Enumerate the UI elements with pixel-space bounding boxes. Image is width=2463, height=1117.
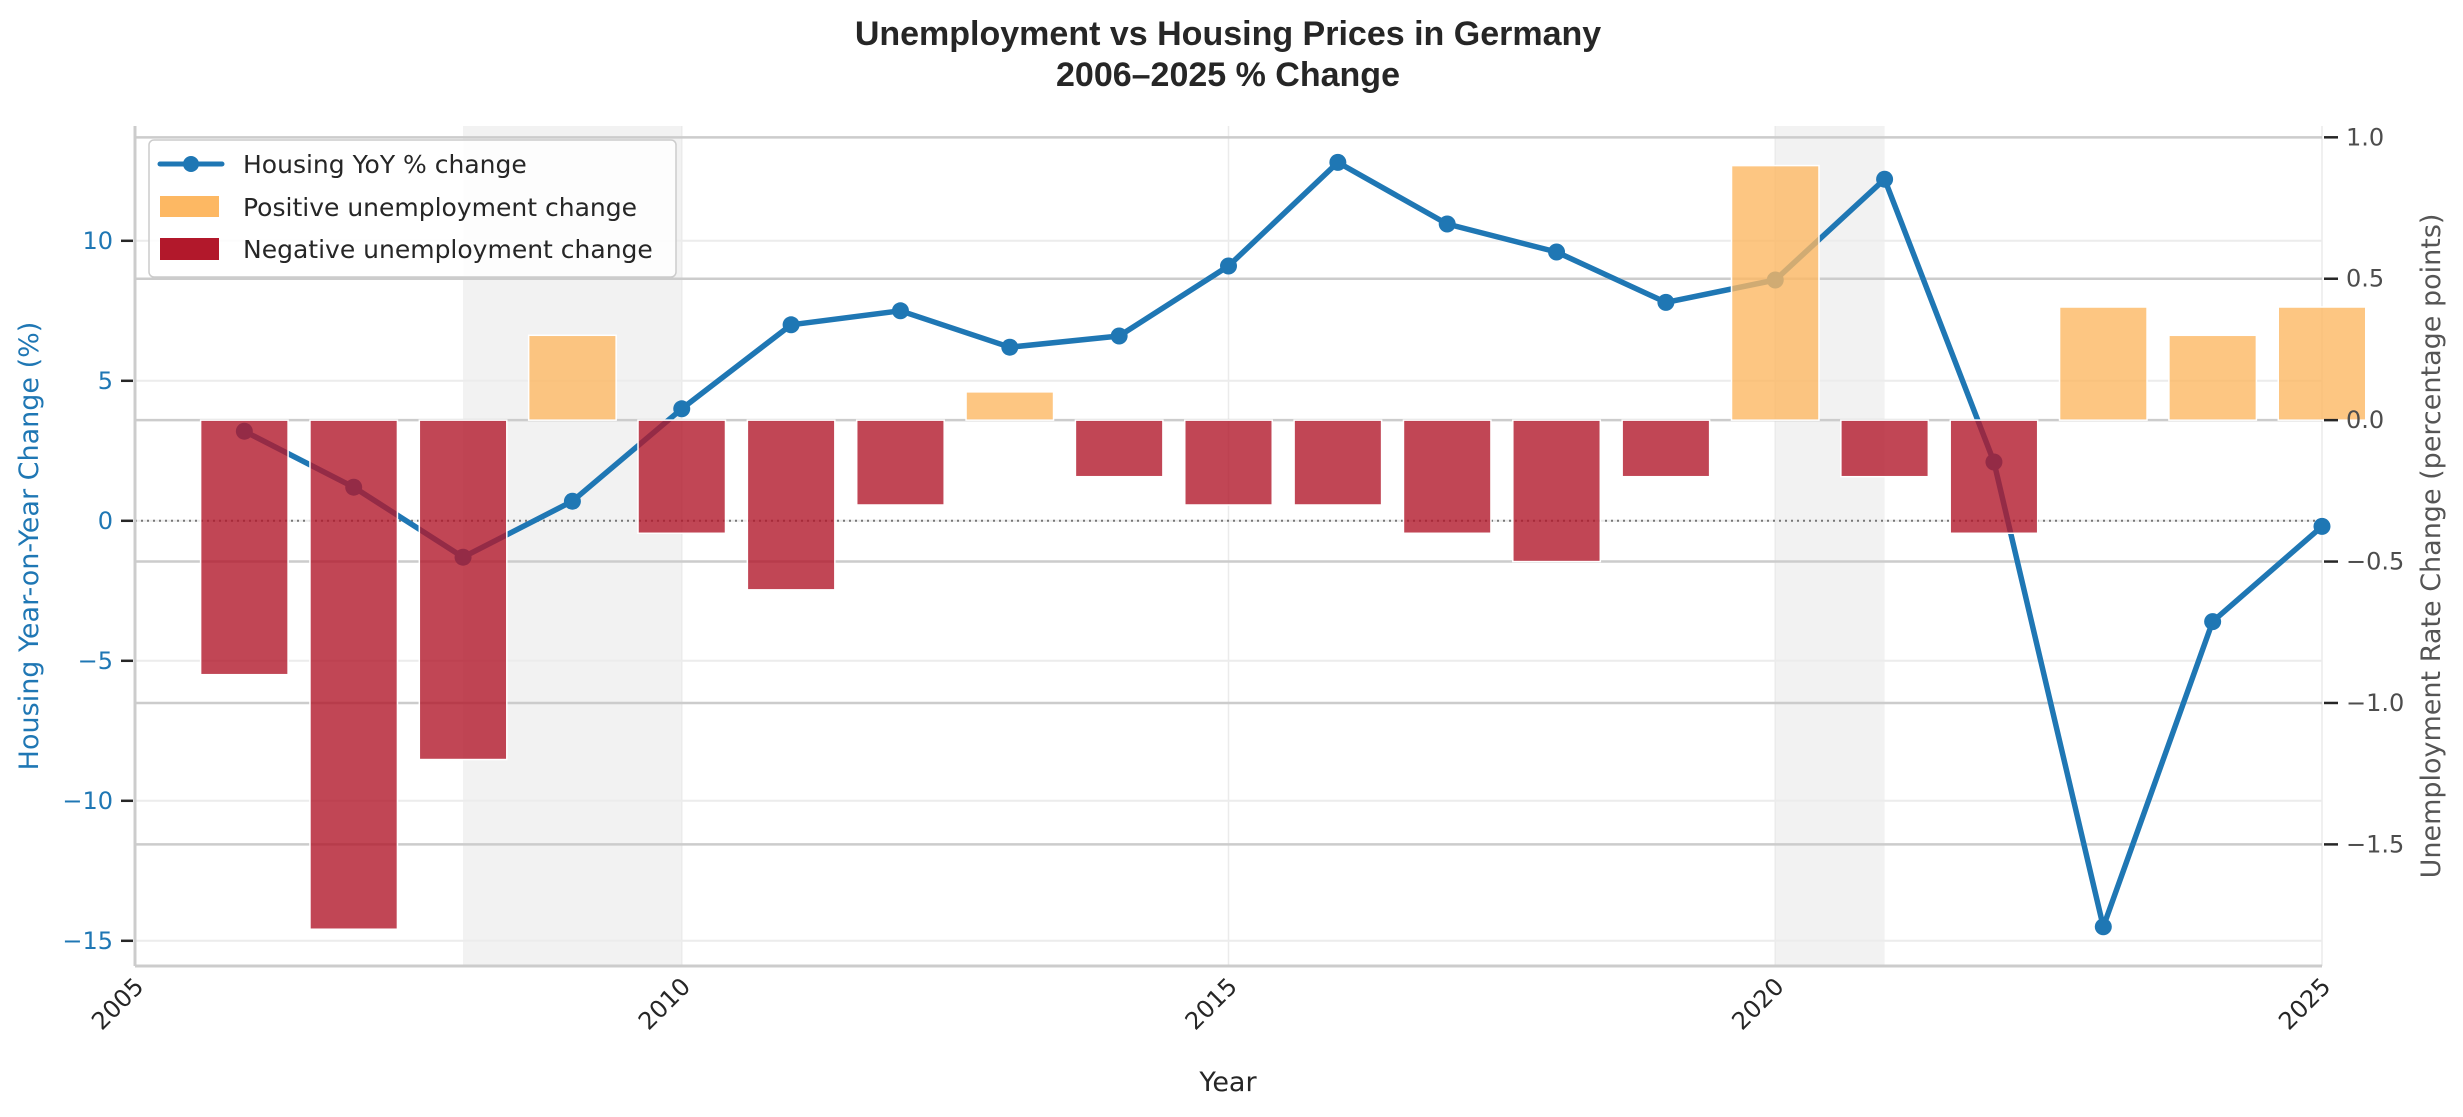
legend-item-negative: Negative unemployment change [160,235,653,264]
unemployment-bar-2006 [199,419,289,676]
unemployment-bar-2015 [1184,419,1273,506]
legend-marker-icon [183,156,199,172]
legend: Housing YoY % change Positive unemployme… [148,139,677,278]
chart-title-group: Unemployment vs Housing Prices in German… [855,15,1601,94]
legend-label-housing: Housing YoY % change [243,150,527,179]
unemployment-bar-2022 [1949,419,2039,535]
unemployment-bar-2013 [965,391,1055,421]
left-y-axis-ticks: 10 5 0 −5 −10 −15 [62,227,133,955]
housing-point-2017 [1438,215,1456,233]
chart-title: Unemployment vs Housing Prices in German… [855,15,1601,53]
right-tick-label: −1.0 [2346,689,2404,717]
legend-positive-swatch [160,196,219,217]
x-tick-label: 2005 [86,972,149,1035]
axes-spines [133,126,2322,968]
left-tick-label: −10 [62,787,113,815]
x-tick-label: 2020 [1727,972,1790,1035]
housing-point-2010 [673,400,691,418]
unemployment-bar-2011 [746,419,836,591]
housing-point-2019 [1657,293,1675,311]
unemployment-bar-2008 [418,419,508,761]
housing-line [243,159,2324,930]
housing-point-2014 [1110,327,1128,345]
x-axis-label: Year [1198,1067,1257,1098]
unemployment-bar-2019 [1621,419,1711,478]
right-tick-label: −0.5 [2346,548,2404,576]
housing-point-2016 [1329,153,1347,171]
legend-label-positive: Positive unemployment change [243,193,637,222]
unemployment-bar-2024 [2168,334,2258,421]
x-tick-label: 2010 [633,972,696,1035]
unemployment-bar-2012 [855,419,945,506]
legend-item-positive: Positive unemployment change [160,193,637,222]
housing-point-2011 [782,316,800,334]
housing-point-2009 [563,492,581,510]
right-tick-label: 0.5 [2346,265,2384,293]
unemployment-bar-2014 [1074,419,1164,478]
right-y-axis-ticks: 1.0 0.5 0.0 −0.5 −1.0 −1.5 [2324,123,2404,858]
left-tick-label: 5 [98,367,113,395]
legend-box [148,139,677,278]
unemployment-bars [199,164,2367,930]
unemployment-bar-2009 [527,334,617,421]
left-tick-label: −15 [62,927,113,955]
housing-point-2023 [2094,918,2112,936]
left-y-axis-label: Housing Year-on-Year Change (%) [14,322,45,771]
right-tick-label: 1.0 [2346,123,2384,151]
left-tick-label: 0 [98,507,113,535]
unemployment-bar-2007 [309,419,399,930]
legend-negative-swatch [160,238,219,260]
left-tick-label: 10 [82,227,113,255]
unemployment-bar-2023 [2058,306,2148,421]
legend-item-housing: Housing YoY % change [157,150,527,179]
housing-point-2015 [1220,257,1237,275]
unemployment-bar-2021 [1840,419,1930,478]
housing-point-2024 [2204,613,2222,631]
housing-point-2021 [1876,170,1894,188]
unemployment-bar-2025 [2277,306,2367,421]
x-tick-label: 2025 [2273,972,2336,1035]
housing-point-2012 [891,302,909,320]
unemployment-bar-2017 [1402,419,1492,535]
right-tick-label: −1.5 [2346,830,2404,858]
left-tick-label: −5 [78,647,113,675]
x-tick-label: 2015 [1180,972,1243,1035]
housing-point-2018 [1548,243,1566,261]
unemployment-bar-2018 [1512,419,1602,563]
unemployment-bar-2020 [1730,164,1820,421]
housing-point-2013 [1001,338,1019,356]
legend-label-negative: Negative unemployment change [243,235,653,264]
right-y-axis-label: Unemployment Rate Change (percentage poi… [2416,214,2447,879]
chart-subtitle: 2006–2025 % Change [1056,56,1400,94]
unemployment-bar-2010 [637,419,727,535]
x-axis-ticks: 2005 2010 2015 2020 2025 [86,972,2336,1035]
unemployment-bar-2016 [1293,419,1383,506]
housing-point-2025 [2313,517,2331,535]
right-tick-label: 0.0 [2346,406,2384,434]
